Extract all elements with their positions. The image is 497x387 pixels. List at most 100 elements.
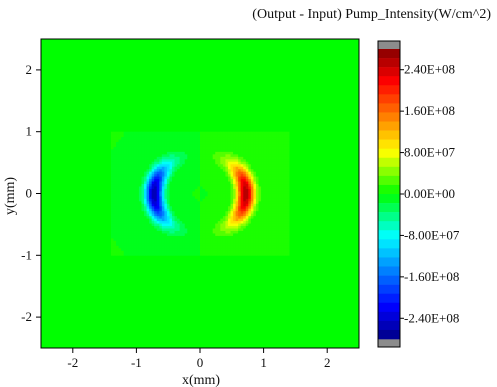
heatmap-cell [276,242,280,246]
heatmap-cell [113,161,117,165]
heatmap-cell [138,230,142,234]
colorbar-overflow-low [378,339,400,347]
heatmap-cell [144,225,147,229]
heatmap-cell [138,141,142,145]
heatmap-cell [110,188,114,192]
heatmap-cell [177,225,181,229]
heatmap-cell [286,146,290,150]
heatmap-cell [200,195,203,199]
heatmap-cell [184,161,188,165]
heatmap-cell [166,230,170,234]
heatmap-cell [258,233,262,236]
heatmap-cell [220,220,224,224]
heatmap-cell [194,193,198,197]
heatmap-cell [164,139,168,142]
heatmap-cell [133,139,137,142]
heatmap-cell [128,198,132,202]
heatmap-cell [238,225,242,229]
heatmap-cell [149,161,153,165]
heatmap-cell [110,141,114,145]
heatmap-cell [276,188,280,192]
heatmap-cell [286,181,290,185]
heatmap-cell [189,225,193,229]
heatmap-cell [225,158,229,162]
heatmap-cell [225,223,229,227]
heatmap-cell [116,245,119,249]
heatmap-cell [266,223,270,227]
heatmap-cell [156,191,160,194]
heatmap-cell [263,161,267,165]
heatmap-cell [212,168,216,172]
heatmap-cell [161,166,165,170]
heatmap-cell [149,173,153,177]
heatmap-cell [271,210,275,214]
heatmap-cell [164,193,168,197]
heatmap-cell [238,191,242,194]
heatmap-cell [110,218,114,222]
heatmap-cell [131,176,135,180]
heatmap-cell [253,198,257,202]
heatmap-cell [210,223,214,227]
heatmap-cell [238,161,242,165]
heatmap-cell [189,247,193,251]
heatmap-cell [255,198,259,202]
heatmap-cell [182,208,186,212]
heatmap-cell [235,171,239,175]
heatmap-cell [202,134,206,138]
heatmap-cell [116,171,119,175]
y-axis-title: y(mm) [3,177,18,215]
heatmap-cell [149,218,153,222]
heatmap-cell [154,245,158,249]
heatmap-cell [194,218,198,222]
heatmap-cell [243,250,247,254]
heatmap-cell [240,250,244,254]
heatmap-cell [136,158,140,162]
heatmap-cell [116,213,119,217]
heatmap-cell [245,245,249,249]
heatmap-cell [271,146,275,150]
heatmap-cell [283,198,287,202]
heatmap-cell [210,156,214,160]
heatmap-cell [268,186,272,189]
heatmap-cell [179,183,183,187]
heatmap-cell [233,171,237,175]
heatmap-cell [166,191,170,194]
heatmap-cell [248,230,252,234]
heatmap-cell [210,218,214,222]
heatmap-cell [230,136,234,140]
heatmap-cell [149,242,153,246]
heatmap-cell [123,250,127,254]
heatmap-cell [230,208,234,212]
heatmap-cell [116,163,119,167]
heatmap-cell [210,191,214,194]
heatmap-cell [184,208,188,212]
heatmap-cell [138,153,142,157]
heatmap-cell [248,168,252,172]
heatmap-cell [133,161,137,165]
heatmap-cell [187,144,191,147]
heatmap-cell [146,166,150,170]
heatmap-cell [151,171,155,175]
heatmap-cell [146,171,150,175]
heatmap-cell [248,153,252,157]
heatmap-cell [243,158,247,162]
heatmap-cell [243,235,247,239]
heatmap-cell [225,228,229,231]
heatmap-cell [128,188,132,192]
heatmap-cell [156,144,160,147]
heatmap-cell [210,203,214,207]
heatmap-cell [118,215,122,219]
heatmap-cell [151,161,155,165]
heatmap-cell [144,141,147,145]
heatmap-cell [110,173,114,177]
heatmap-cell [263,156,267,160]
heatmap-cell [126,203,130,207]
heatmap-cell [286,247,290,251]
heatmap-cell [273,242,277,246]
heatmap-cell [121,153,125,157]
heatmap-cell [286,149,290,152]
heatmap-cell [174,238,178,241]
heatmap-cell [205,225,209,229]
heatmap-cell [202,151,206,155]
heatmap-cell [133,218,137,222]
